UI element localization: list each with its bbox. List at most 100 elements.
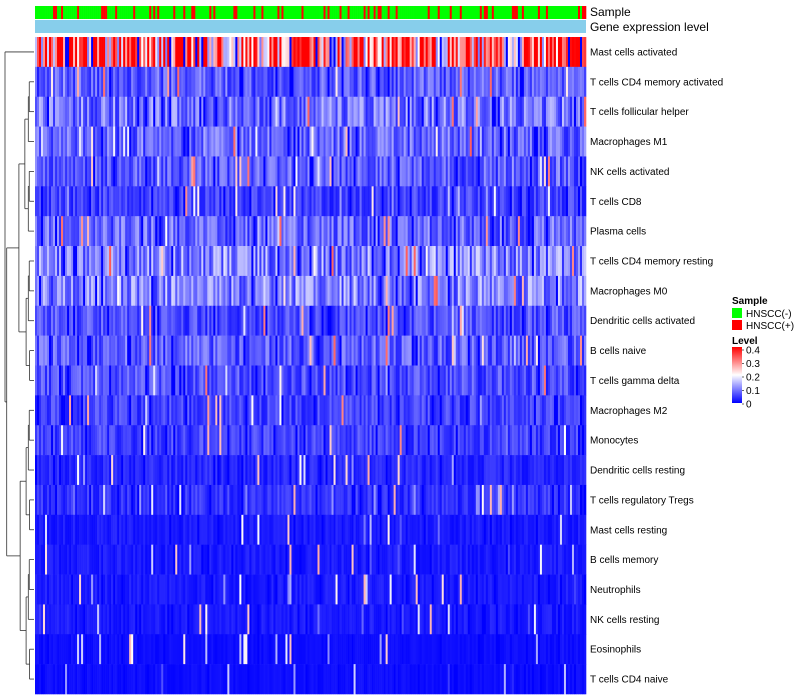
heatmap-cell	[135, 455, 138, 486]
heatmap-cell	[151, 216, 154, 247]
heatmap-cell	[231, 395, 234, 426]
heatmap-cell	[349, 275, 352, 307]
heatmap-cell	[295, 96, 298, 127]
heatmap-cell	[513, 66, 517, 98]
heatmap-cell	[201, 365, 204, 396]
heatmap-cell	[503, 335, 507, 366]
heatmap-cell	[307, 275, 310, 307]
heatmap-cell	[67, 425, 70, 456]
heatmap-cell	[47, 305, 50, 336]
heatmap-cell	[215, 365, 218, 396]
heatmap-cell	[423, 335, 427, 366]
heatmap-cell	[317, 66, 320, 98]
heatmap-cell	[449, 425, 453, 456]
heatmap-cell	[561, 305, 565, 336]
heatmap-cell	[249, 514, 252, 545]
heatmap-cell	[223, 246, 226, 277]
sample-annotation-cell	[267, 6, 270, 19]
heatmap-cell	[101, 305, 104, 336]
heatmap-cell	[401, 425, 404, 456]
heatmap-cell	[409, 37, 412, 68]
heatmap-cell	[105, 275, 108, 307]
heatmap-cell	[275, 365, 278, 396]
heatmap-cell	[403, 335, 406, 366]
heatmap-cell	[121, 66, 124, 98]
heatmap-cell	[63, 455, 66, 486]
heatmap-cell	[375, 66, 378, 98]
heatmap-cell	[169, 216, 172, 247]
heatmap-cell	[295, 156, 298, 187]
heatmap-cell	[319, 275, 322, 307]
heatmap-cell	[555, 275, 559, 307]
heatmap-cell	[141, 186, 144, 217]
heatmap-cell	[433, 37, 437, 68]
heatmap-cell	[73, 216, 76, 247]
heatmap-cell	[373, 186, 376, 217]
heatmap-cell	[113, 37, 116, 68]
heatmap-cell	[213, 126, 216, 157]
heatmap-cell	[403, 156, 406, 187]
heatmap-cell	[379, 484, 382, 516]
heatmap-cell	[541, 126, 545, 157]
heatmap-cell	[461, 335, 465, 366]
heatmap-cell	[211, 186, 214, 217]
heatmap-cell	[141, 37, 144, 68]
heatmap-cell	[229, 216, 232, 247]
heatmap-cell	[123, 96, 126, 127]
heatmap-cell	[393, 425, 396, 456]
heatmap-cell	[299, 66, 302, 98]
heatmap-cell	[53, 216, 56, 247]
heatmap-cell	[463, 365, 467, 396]
heatmap-cell	[503, 37, 507, 68]
heatmap-cell	[323, 335, 326, 366]
heatmap-cell	[579, 305, 583, 336]
heatmap-cell	[221, 425, 224, 456]
heatmap-cell	[179, 66, 182, 98]
heatmap-cell	[431, 37, 435, 68]
heatmap-cell	[425, 96, 429, 127]
heatmap-cell	[153, 335, 156, 366]
heatmap-cell	[557, 395, 561, 426]
heatmap-cell	[317, 365, 320, 396]
heatmap-cell	[227, 126, 230, 157]
heatmap-cell	[525, 216, 529, 247]
heatmap-cell	[59, 484, 62, 516]
heatmap-cell	[187, 335, 190, 366]
heatmap-cell	[201, 96, 204, 127]
heatmap-cell	[401, 335, 404, 366]
heatmap-cell	[139, 96, 142, 127]
heatmap-cell	[159, 37, 162, 68]
heatmap-cell	[143, 275, 146, 307]
heatmap-cell	[159, 305, 162, 336]
heatmap-cell	[181, 365, 184, 396]
heatmap-cell	[155, 37, 158, 68]
heatmap-cell	[163, 186, 166, 217]
heatmap-cell	[513, 455, 517, 486]
heatmap-cell	[479, 365, 483, 396]
heatmap-cell	[145, 246, 148, 277]
heatmap-cell	[323, 126, 326, 157]
heatmap-cell	[425, 216, 429, 247]
heatmap-cell	[347, 96, 350, 127]
heatmap-cell	[91, 37, 94, 68]
heatmap-cell	[327, 305, 330, 336]
heatmap-cell	[215, 514, 218, 545]
heatmap-cell	[111, 484, 114, 516]
heatmap-cell	[311, 37, 314, 68]
heatmap-cell	[487, 37, 491, 68]
heatmap-cell	[75, 484, 78, 516]
heatmap-cell	[131, 126, 134, 157]
heatmap-cell	[521, 455, 525, 486]
heatmap-cell	[109, 96, 112, 127]
heatmap-cell	[519, 514, 523, 545]
heatmap-cell	[389, 216, 392, 247]
heatmap-cell	[525, 186, 529, 217]
heatmap-cell	[311, 186, 314, 217]
heatmap-cell	[491, 455, 495, 486]
heatmap-cell	[71, 66, 74, 98]
heatmap-cell	[517, 335, 521, 366]
heatmap-cell	[523, 395, 527, 426]
heatmap-cell	[555, 156, 559, 187]
heatmap-cell	[57, 156, 60, 187]
heatmap-cell	[553, 425, 557, 456]
